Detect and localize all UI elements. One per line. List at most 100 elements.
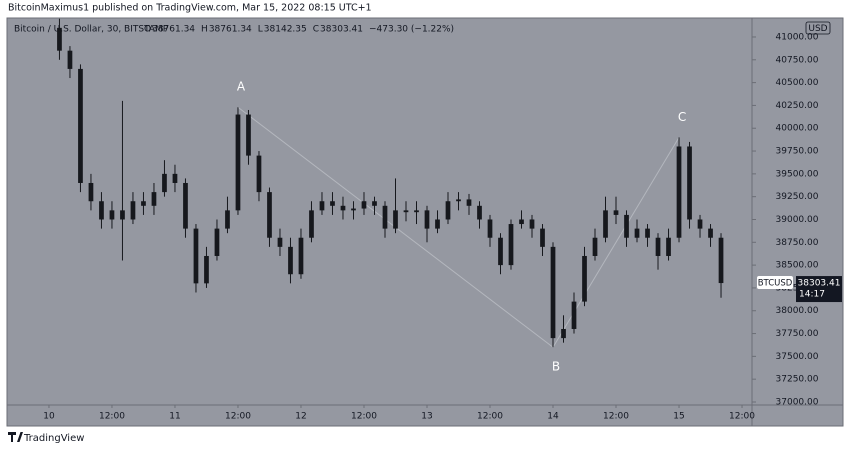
candle-body: [571, 301, 577, 329]
wave-label: B: [552, 360, 560, 374]
candles: [57, 18, 724, 348]
candle-body: [319, 201, 325, 211]
candle-body: [466, 199, 472, 206]
x-tick-label: 12: [295, 412, 306, 422]
ohlc-key: C: [313, 25, 319, 35]
candle-body: [193, 228, 199, 284]
candle-body: [519, 219, 524, 225]
candle-body: [624, 214, 629, 238]
price-tag-bg: [796, 276, 842, 303]
footer-logo: [8, 432, 23, 442]
y-tick-label: 41000.00: [776, 32, 819, 42]
candle-body: [435, 219, 440, 229]
wave-label: A: [237, 80, 246, 94]
candle-body: [592, 237, 598, 256]
candle-body: [214, 228, 220, 256]
ohlc-value: 38761.34: [209, 25, 252, 35]
candle-body: [550, 246, 556, 339]
candle-body: [666, 237, 671, 256]
candle-body: [603, 210, 608, 238]
candle-body: [340, 205, 346, 211]
candle-body: [172, 173, 178, 183]
candle-body: [256, 155, 262, 193]
x-tick-label: 10: [43, 412, 55, 422]
wave-label: C: [678, 110, 686, 124]
y-tick-label: 37500.00: [776, 352, 819, 362]
candle-body: [277, 237, 283, 247]
y-tick-label: 38500.00: [776, 261, 819, 271]
candle-body: [487, 219, 493, 238]
candle-body: [67, 50, 73, 69]
candle-body: [393, 210, 398, 229]
x-tick-label: 12:00: [477, 412, 503, 422]
candle-body: [130, 201, 136, 220]
candle-body: [424, 210, 430, 229]
candle-body: [540, 228, 545, 247]
x-tick-label: 12:00: [99, 412, 125, 422]
candle-body: [561, 328, 566, 339]
x-tick-label: 13: [421, 412, 432, 422]
candle-body: [99, 201, 104, 220]
candle-body: [718, 237, 724, 284]
candle-body: [298, 237, 304, 275]
ohlc-value: 38142.35: [264, 25, 307, 35]
y-tick-label: 40250.00: [776, 101, 819, 111]
candle-body: [382, 205, 388, 229]
ohlc-key: O: [144, 25, 151, 35]
candle-body: [267, 192, 272, 238]
candle-body: [634, 228, 640, 238]
candle-body: [445, 201, 451, 220]
y-tick-label: 38000.00: [776, 306, 819, 316]
candle-body: [120, 210, 125, 220]
candle-body: [288, 246, 293, 275]
candle-body: [613, 210, 619, 215]
y-tick-label: 37250.00: [776, 375, 819, 385]
candle-body: [141, 201, 146, 206]
candle-body: [361, 201, 367, 209]
y-tick-label: 40750.00: [776, 55, 819, 65]
currency-box: [805, 21, 831, 35]
countdown: 14:17: [799, 290, 825, 300]
currency: USD: [808, 24, 827, 34]
symbol-title: Bitcoin / U.S. Dollar, 30, BITSTAMP: [14, 25, 169, 35]
candle-body: [351, 208, 356, 211]
candle-body: [372, 201, 377, 206]
candle-body: [655, 237, 661, 256]
candle-body: [498, 237, 503, 266]
candle-body: [162, 173, 167, 193]
x-tick-label: 12:00: [351, 412, 377, 422]
x-tick-label: 14: [547, 412, 559, 422]
candle-body: [78, 68, 83, 183]
candle-body: [456, 199, 461, 202]
candle-body: [508, 224, 514, 266]
y-tick-label: 37000.00: [776, 397, 819, 407]
symbol-tag-bg: [757, 276, 793, 290]
candle-body: [235, 114, 241, 211]
candle-body: [57, 27, 62, 51]
ohlc-key: H: [201, 25, 208, 35]
candle-body: [88, 182, 94, 202]
header: BitcoinMaximus1 published on TradingView…: [8, 3, 372, 14]
ohlc-key: L: [258, 25, 263, 35]
x-tick-label: 11: [169, 412, 180, 422]
y-tick-label: 39250.00: [776, 192, 819, 202]
candle-body: [309, 210, 314, 238]
candle-body: [645, 228, 650, 238]
candle-body: [697, 219, 703, 229]
y-tick-label: 40500.00: [776, 78, 819, 88]
x-tick-label: 12:00: [603, 412, 629, 422]
candle-body: [708, 228, 713, 238]
candle-body: [204, 255, 209, 284]
y-tick-label: 39750.00: [776, 147, 819, 157]
y-tick-label: 39000.00: [776, 215, 819, 225]
y-tick-label: 40000.00: [776, 124, 819, 134]
y-tick-label: 38750.00: [776, 238, 819, 248]
candle-body: [151, 192, 157, 206]
y-tick-label: 39500.00: [776, 169, 819, 179]
y-tick-label: 37750.00: [776, 329, 819, 339]
candle-body: [582, 255, 587, 302]
footer: TradingView: [23, 433, 84, 444]
candle-body: [183, 182, 188, 229]
ohlc-value: 38761.34: [152, 25, 195, 35]
